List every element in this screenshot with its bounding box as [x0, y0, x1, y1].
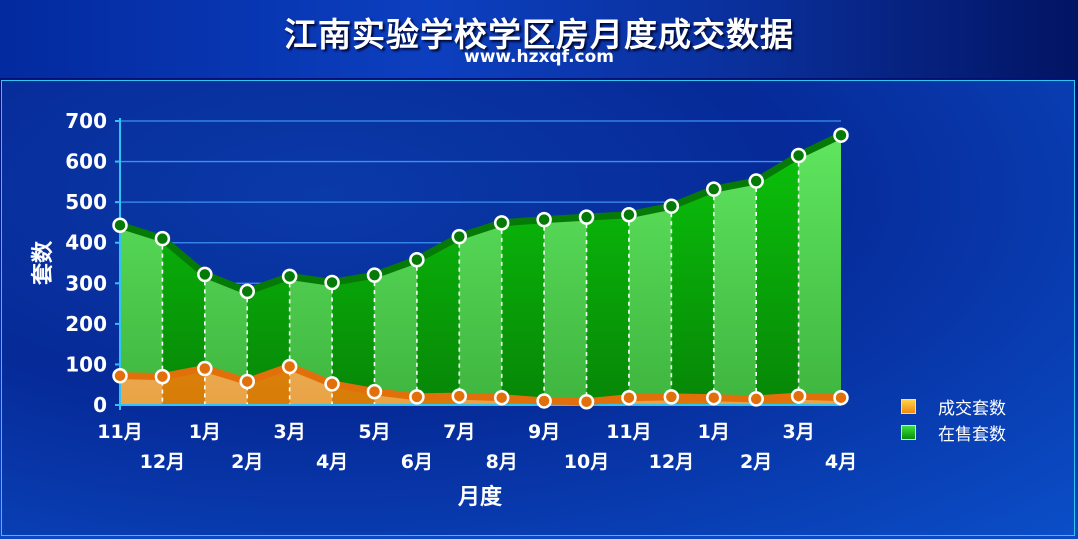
legend-item-sold: 成交套数 [901, 393, 1006, 419]
chart-subtitle: www.hzxqf.com [463, 47, 614, 67]
x-tick-label: 4月 [825, 451, 857, 473]
data-point-sold [706, 389, 722, 406]
data-point-sold [154, 368, 171, 385]
data-point-sold [536, 393, 552, 409]
y-axis-title: 套数 [30, 240, 56, 285]
x-tick-label: 1月 [189, 421, 221, 443]
data-point-sold [833, 389, 849, 406]
y-tick-label: 400 [65, 231, 107, 255]
x-tick-label: 11月 [97, 421, 142, 443]
x-tick-label: 7月 [443, 421, 475, 443]
y-tick-label: 100 [65, 352, 107, 376]
data-point-for-sale [536, 211, 552, 228]
data-point-sold [239, 373, 255, 390]
data-point-sold [451, 388, 468, 404]
data-point-for-sale [833, 127, 849, 143]
x-axis-title: 月度 [457, 484, 503, 510]
x-tick-label: 1月 [698, 421, 730, 443]
data-point-sold [663, 389, 680, 405]
y-tick-label: 600 [65, 150, 107, 174]
data-point-sold [197, 360, 213, 377]
x-tick-label: 5月 [358, 421, 390, 443]
area-band-for-sale [713, 135, 757, 405]
x-tick-label: 3月 [782, 421, 814, 443]
data-point-for-sale [493, 215, 510, 231]
x-tick-label: 11月 [606, 421, 651, 443]
data-point-sold [409, 389, 425, 405]
data-point-sold [578, 394, 595, 410]
x-tick-label: 10月 [564, 451, 609, 473]
area-band-for-sale [798, 135, 841, 405]
area-band-for-sale [671, 135, 715, 405]
data-point-for-sale [706, 181, 722, 197]
data-point-for-sale [790, 147, 807, 164]
x-tick-label: 2月 [231, 451, 263, 473]
data-point-for-sale [663, 198, 680, 214]
area-band-for-sale [628, 135, 672, 405]
x-tick-label: 6月 [401, 451, 433, 473]
data-point-for-sale [154, 230, 171, 247]
area-band-for-sale [586, 135, 630, 405]
y-tick-label: 700 [65, 109, 107, 133]
chart-title: 江南实验学校学区房月度成交数据 [284, 15, 794, 54]
legend-swatch-for-sale [901, 424, 916, 440]
data-point-sold [366, 383, 383, 400]
data-point-sold [112, 368, 128, 384]
x-tick-label: 2月 [740, 451, 772, 473]
x-tick-label: 4月 [316, 451, 348, 473]
data-point-for-sale [366, 267, 383, 283]
data-point-for-sale [578, 209, 595, 225]
data-point-sold [493, 389, 510, 406]
data-point-for-sale [112, 217, 128, 234]
y-tick-label: 300 [65, 271, 107, 295]
legend-swatch-sold [901, 398, 916, 414]
x-tick-label: 3月 [274, 421, 306, 443]
data-point-sold [281, 358, 298, 375]
data-point-sold [748, 391, 764, 407]
data-point-sold [621, 389, 637, 406]
data-point-for-sale [281, 268, 298, 285]
data-point-for-sale [239, 283, 255, 300]
area-band-for-sale [501, 135, 545, 405]
data-point-for-sale [748, 173, 764, 189]
area-band-for-sale [544, 135, 588, 405]
data-point-sold [790, 388, 807, 404]
legend: 成交套数 在售套数 [901, 393, 1006, 445]
y-tick-label: 0 [93, 393, 107, 417]
y-tick-label: 500 [65, 190, 107, 214]
data-point-for-sale [324, 274, 340, 291]
data-point-for-sale [197, 266, 213, 283]
x-tick-label: 9月 [528, 421, 560, 443]
area-band-for-sale [459, 135, 503, 405]
title-bar [0, 0, 1078, 78]
data-point-for-sale [621, 206, 637, 223]
data-point-for-sale [451, 228, 468, 245]
data-point-for-sale [409, 252, 425, 268]
legend-label-for-sale: 在售套数 [938, 424, 1006, 445]
x-tick-label: 12月 [140, 451, 185, 473]
x-tick-label: 8月 [486, 451, 518, 473]
y-tick-label: 200 [65, 312, 107, 336]
data-point-sold [324, 376, 340, 392]
x-tick-label: 12月 [649, 451, 694, 473]
legend-label-sold: 成交套数 [938, 398, 1006, 419]
area-band-for-sale [756, 135, 800, 405]
legend-item-for-sale: 在售套数 [901, 419, 1006, 445]
